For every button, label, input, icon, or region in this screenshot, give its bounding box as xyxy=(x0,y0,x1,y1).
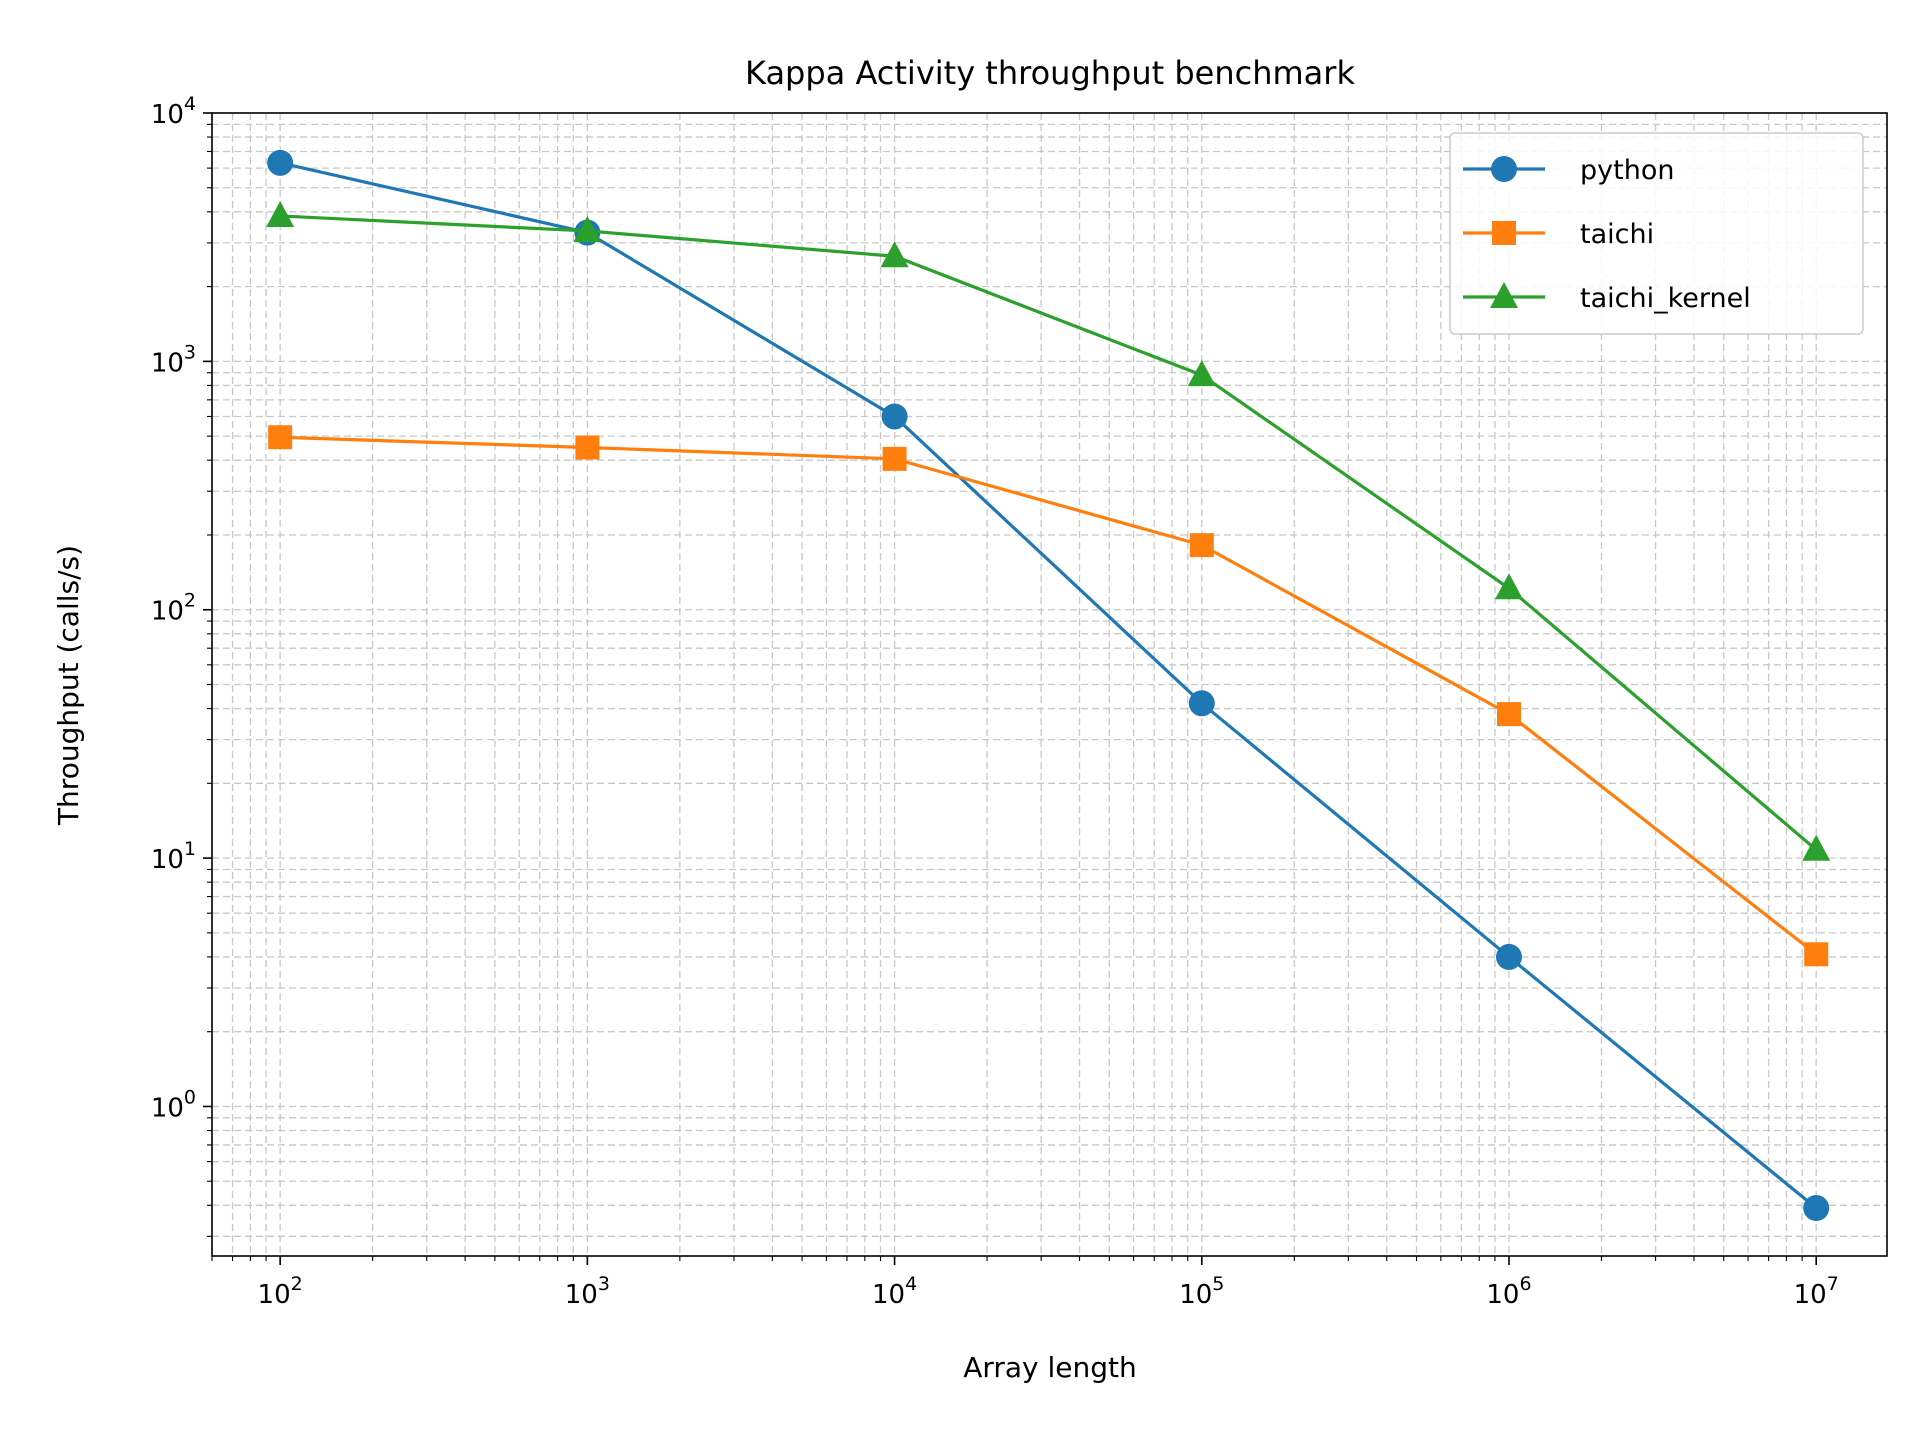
legend-entry-taichi_kernel: taichi_kernel xyxy=(1463,282,1751,314)
legend-entry-python: python xyxy=(1463,155,1674,186)
data-point-python xyxy=(267,149,294,176)
data-point-taichi xyxy=(268,425,293,450)
data-point-taichi_kernel xyxy=(880,241,909,268)
data-point-python xyxy=(1188,690,1215,717)
legend: python taichi taichi_kernel xyxy=(1449,132,1864,335)
axis-ticks: 102 103 104 105 106 107 100 101 102 103 104 xyxy=(151,93,1839,1310)
x-tick-label: 107 xyxy=(1794,1273,1839,1310)
data-point-taichi_kernel xyxy=(1802,834,1831,861)
plot-frame xyxy=(211,112,1888,1257)
y-tick-label: 102 xyxy=(151,590,196,627)
x-axis-label: Array length xyxy=(963,1351,1137,1384)
series-line-taichi xyxy=(280,435,1818,956)
x-tick-label: 106 xyxy=(1486,1273,1531,1310)
legend-marker xyxy=(1490,282,1518,308)
data-point-taichi_kernel xyxy=(266,200,295,227)
series-line-python xyxy=(279,161,1818,1210)
legend-label: python xyxy=(1580,155,1674,186)
y-tick-label: 100 xyxy=(151,1086,196,1123)
data-point-taichi_kernel xyxy=(573,215,602,242)
legend-box xyxy=(1449,132,1864,335)
grid-lines xyxy=(211,112,1887,1256)
data-point-taichi_kernel xyxy=(1494,573,1523,600)
series-layer xyxy=(266,149,1831,1222)
data-point-taichi xyxy=(575,435,600,460)
data-point-python xyxy=(881,403,908,430)
legend-entry-taichi: taichi xyxy=(1463,219,1654,250)
series-taichi_kernel xyxy=(266,200,1831,861)
series-taichi xyxy=(268,425,1829,967)
legend-marker xyxy=(1492,221,1516,245)
x-tick-label: 102 xyxy=(258,1273,303,1310)
series-line-taichi_kernel xyxy=(280,214,1818,852)
data-point-taichi xyxy=(1804,942,1829,967)
x-tick-label: 103 xyxy=(565,1273,610,1310)
data-point-taichi xyxy=(882,446,907,471)
data-point-taichi_kernel xyxy=(1187,360,1216,387)
data-point-python xyxy=(1495,943,1522,970)
x-tick-label: 104 xyxy=(872,1273,917,1310)
y-tick-label: 103 xyxy=(151,341,196,378)
legend-label: taichi_kernel xyxy=(1580,283,1751,314)
x-tick-label: 105 xyxy=(1179,1273,1224,1310)
data-point-taichi xyxy=(1189,533,1214,558)
y-tick-label: 101 xyxy=(151,838,196,875)
legend-label: taichi xyxy=(1580,219,1654,250)
chart-title: Kappa Activity throughput benchmark xyxy=(745,54,1355,92)
data-point-taichi xyxy=(1496,702,1521,727)
data-point-python xyxy=(1803,1195,1830,1222)
y-axis-label: Throughput (calls/s) xyxy=(52,545,85,826)
y-tick-label: 104 xyxy=(151,93,196,130)
legend-marker xyxy=(1491,156,1517,182)
